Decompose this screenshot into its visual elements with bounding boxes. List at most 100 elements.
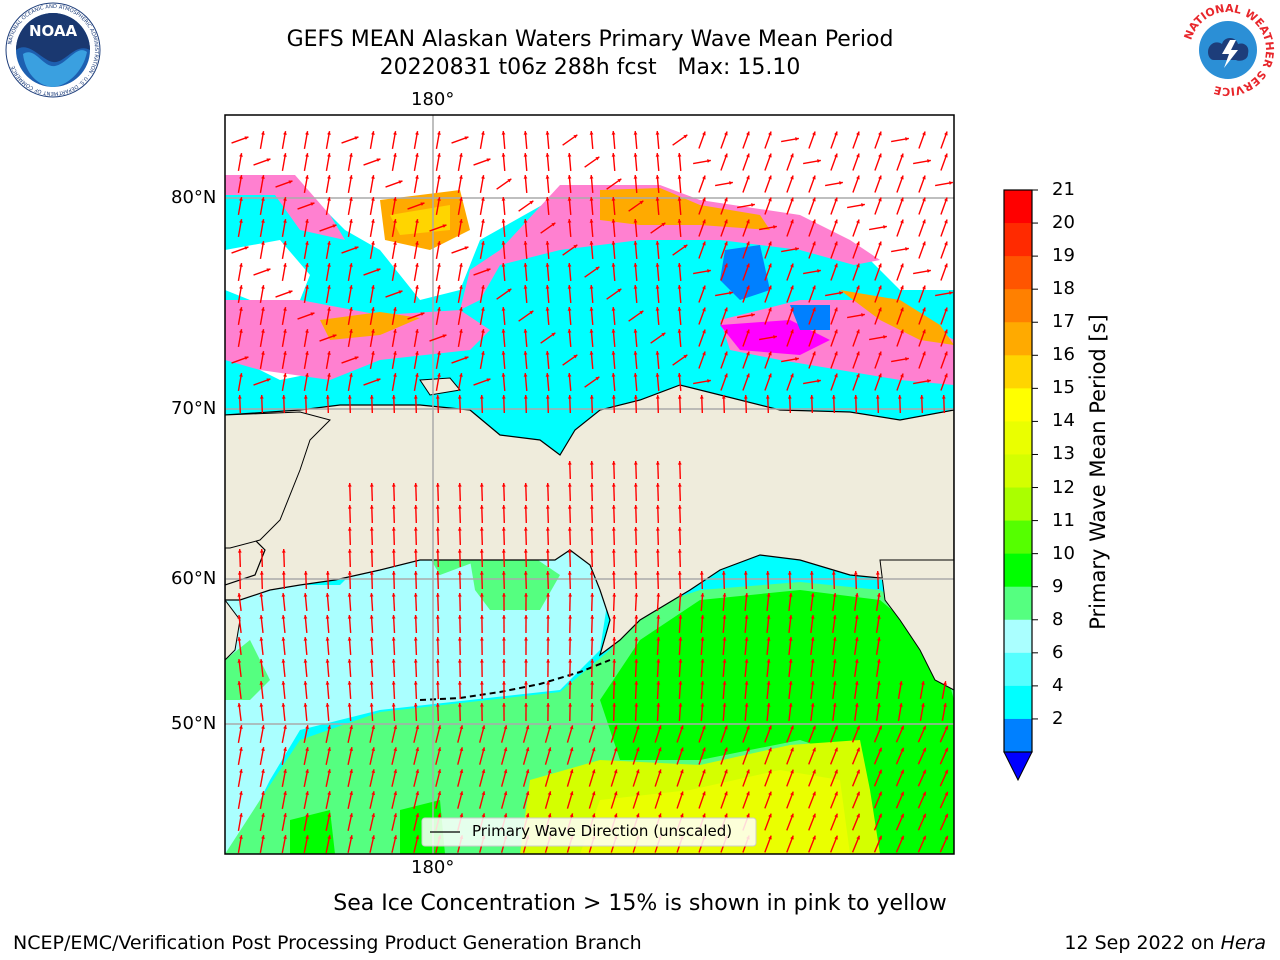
wave-arrow-head <box>589 483 594 487</box>
wave-arrow-head <box>327 769 331 774</box>
wave-arrow-head <box>486 268 491 272</box>
wave-arrow-head <box>834 197 838 202</box>
wave-arrow-head <box>415 263 419 267</box>
wave-arrow-head <box>545 153 550 157</box>
wave-arrow-head <box>413 395 418 399</box>
wave-arrow-head <box>523 285 528 289</box>
wave-arrow-head <box>854 681 859 685</box>
wave-arrow-head <box>679 769 684 774</box>
wave-arrow-head <box>900 219 904 224</box>
wave-arrow-head <box>944 835 948 840</box>
wave-arrow-head <box>501 351 506 355</box>
wave-arrow-head <box>369 593 374 597</box>
wave-arrow-head <box>415 725 420 730</box>
wave-arrow-head <box>459 791 464 796</box>
wave-arrow-head <box>501 307 506 311</box>
wave-arrow-head <box>283 219 287 223</box>
wave-arrow-head <box>376 378 381 382</box>
wave-arrow-head <box>459 329 463 333</box>
wave-arrow-head <box>371 835 376 840</box>
wave-arrow-head <box>856 725 860 730</box>
wave-arrow-head <box>332 334 337 338</box>
wave-arrow-head <box>812 769 816 774</box>
wave-arrow-head <box>369 549 374 553</box>
wave-arrow-head <box>661 222 666 227</box>
colorbar-title: Primary Wave Mean Period [s] <box>1086 314 1110 630</box>
wave-arrow-head <box>724 373 728 378</box>
wave-arrow-head <box>283 835 287 839</box>
wave-arrow-head <box>724 747 728 752</box>
wave-arrow-head <box>479 593 484 597</box>
wave-arrow-head <box>435 615 440 619</box>
wave-arrow-head <box>834 373 838 378</box>
wave-arrow-head <box>856 263 860 268</box>
wave-arrow-head <box>941 395 946 399</box>
wave-arrow-head <box>283 263 287 267</box>
wave-arrow-head <box>524 615 528 619</box>
footer-date: 12 Sep 2022 on Hera <box>1064 932 1266 954</box>
wave-arrow-head <box>724 241 728 246</box>
colorbar-band <box>1004 487 1032 522</box>
wave-arrow-head <box>261 747 265 751</box>
wave-arrow-head <box>834 219 838 224</box>
wave-arrow-head <box>481 351 485 355</box>
wave-arrow-head <box>349 285 353 289</box>
wave-arrow-head <box>834 307 838 312</box>
wave-arrow-head <box>523 175 528 179</box>
wave-arrow-head <box>854 659 859 663</box>
wave-arrow-head <box>766 593 771 597</box>
wave-arrow-head <box>479 615 484 619</box>
wave-arrow-head <box>237 659 242 663</box>
wave-arrow-head <box>437 131 441 135</box>
wave-arrow-head <box>611 307 616 311</box>
wave-arrow-head <box>611 329 616 333</box>
wave-arrow-head <box>812 835 816 840</box>
wave-arrow-head <box>683 354 688 359</box>
wave-arrow-head <box>657 747 662 752</box>
wave-arrow-head <box>413 637 418 641</box>
wave-arrow-head <box>655 395 660 399</box>
wave-arrow-head <box>949 181 953 185</box>
wave-arrow-head <box>834 835 838 840</box>
wave-arrow-head <box>327 131 331 135</box>
wave-arrow-head <box>239 263 243 267</box>
wave-arrow-head <box>768 285 772 290</box>
wave-arrow-head <box>393 197 397 201</box>
wave-arrow-head <box>922 175 926 180</box>
wave-arrow-head <box>261 769 265 773</box>
wave-arrow-head <box>435 483 440 487</box>
colorbar-tick-label: 17 <box>1052 311 1075 333</box>
wave-arrow-head <box>724 263 728 268</box>
wave-arrow-head <box>569 769 574 774</box>
wave-arrow-head <box>768 175 772 180</box>
wave-arrow-head <box>457 615 462 619</box>
colorbar-band <box>1004 586 1032 621</box>
noaa-logo: NOAA NATIONAL OCEANIC AND ATMOSPHERIC AD… <box>5 2 101 98</box>
wave-arrow-head <box>283 307 287 311</box>
wave-arrow-head <box>369 615 374 619</box>
wave-arrow-head <box>435 527 440 531</box>
wave-arrow-head <box>900 791 904 796</box>
wave-arrow-head <box>567 373 572 377</box>
wave-arrow-head <box>724 131 728 136</box>
wave-arrow-head <box>501 219 506 223</box>
wave-arrow-head <box>545 263 550 267</box>
wave-arrow-head <box>569 791 574 796</box>
wave-arrow-head <box>244 356 249 360</box>
wave-arrow-head <box>281 703 286 707</box>
wave-arrow-head <box>437 747 442 752</box>
wave-arrow-head <box>420 312 425 316</box>
wave-arrow-head <box>501 329 506 333</box>
wave-arrow-head <box>611 505 616 509</box>
wave-arrow-head <box>876 637 881 641</box>
wave-arrow-head <box>464 136 469 140</box>
wave-arrow-head <box>244 246 249 250</box>
wave-arrow-head <box>349 725 354 730</box>
colorbar-band <box>1004 388 1032 422</box>
wave-arrow-head <box>523 329 528 333</box>
wave-arrow-head <box>655 285 660 289</box>
wave-arrow-head <box>746 285 750 290</box>
wave-arrow-head <box>369 527 374 531</box>
wave-arrow-head <box>524 593 528 597</box>
wave-arrow-head <box>237 571 242 575</box>
